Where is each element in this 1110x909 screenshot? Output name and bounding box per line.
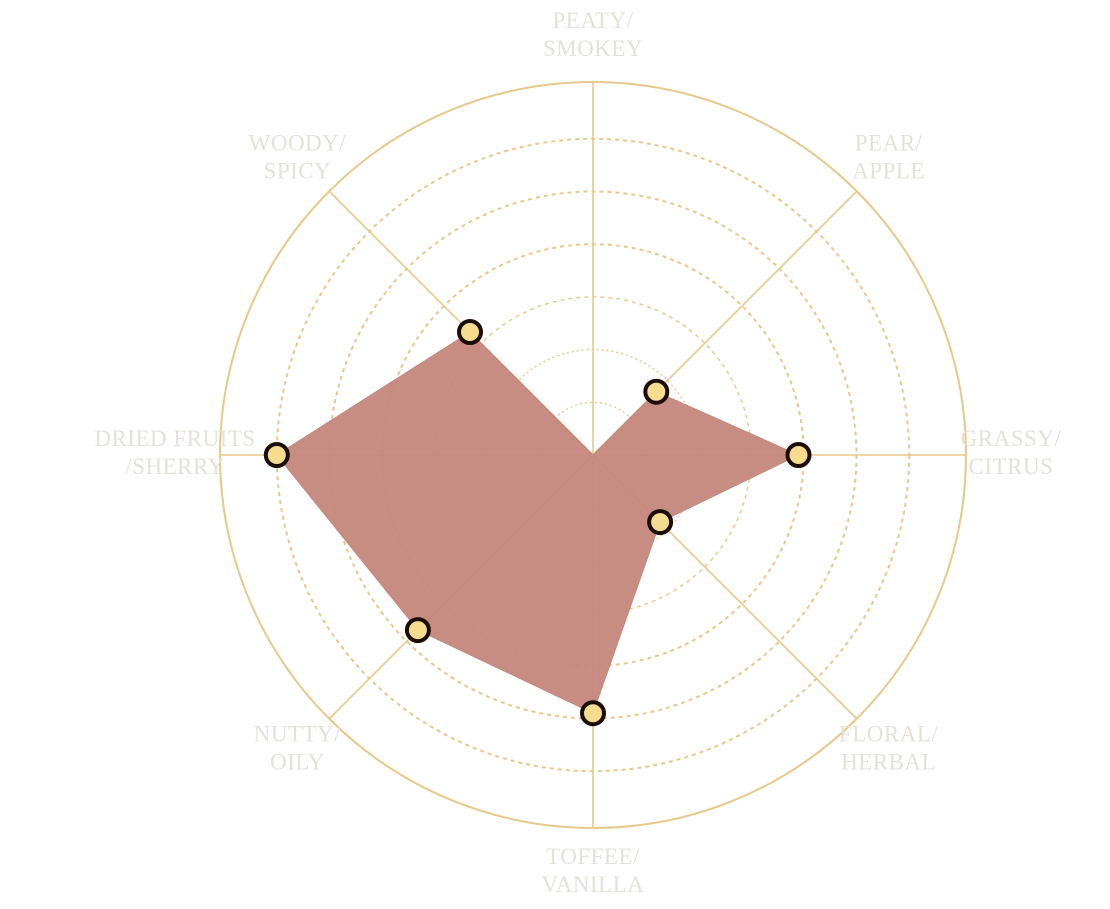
radar-series (276, 331, 800, 714)
radar-markers (263, 319, 812, 727)
data-point-marker (263, 442, 290, 468)
axis-label: FLORAL/HERBAL (839, 722, 938, 775)
data-point-marker (785, 442, 812, 468)
data-point-marker (404, 617, 431, 644)
series-area (276, 331, 800, 714)
axis-label: DRIED FRUITS/SHERRY (94, 426, 255, 479)
axis-label: TOFFEE/VANILLA (542, 844, 645, 897)
axis-label: NUTTY/OILY (254, 722, 341, 775)
data-point-marker (580, 700, 606, 727)
axis-label: PEAR/APPLE (852, 130, 925, 183)
data-point-marker (457, 319, 483, 345)
axis-label: GRASSY/CITRUS (961, 426, 1062, 479)
data-point-marker (643, 378, 670, 405)
axis-label: WOODY/SPICY (249, 130, 347, 183)
axis-labels: PEATY/SMOKEY PEAR/APPLE GRASSY/CITRUS FLORA… (94, 8, 1061, 897)
data-point-marker (647, 509, 674, 536)
axis-label: PEATY/SMOKEY (543, 8, 643, 61)
